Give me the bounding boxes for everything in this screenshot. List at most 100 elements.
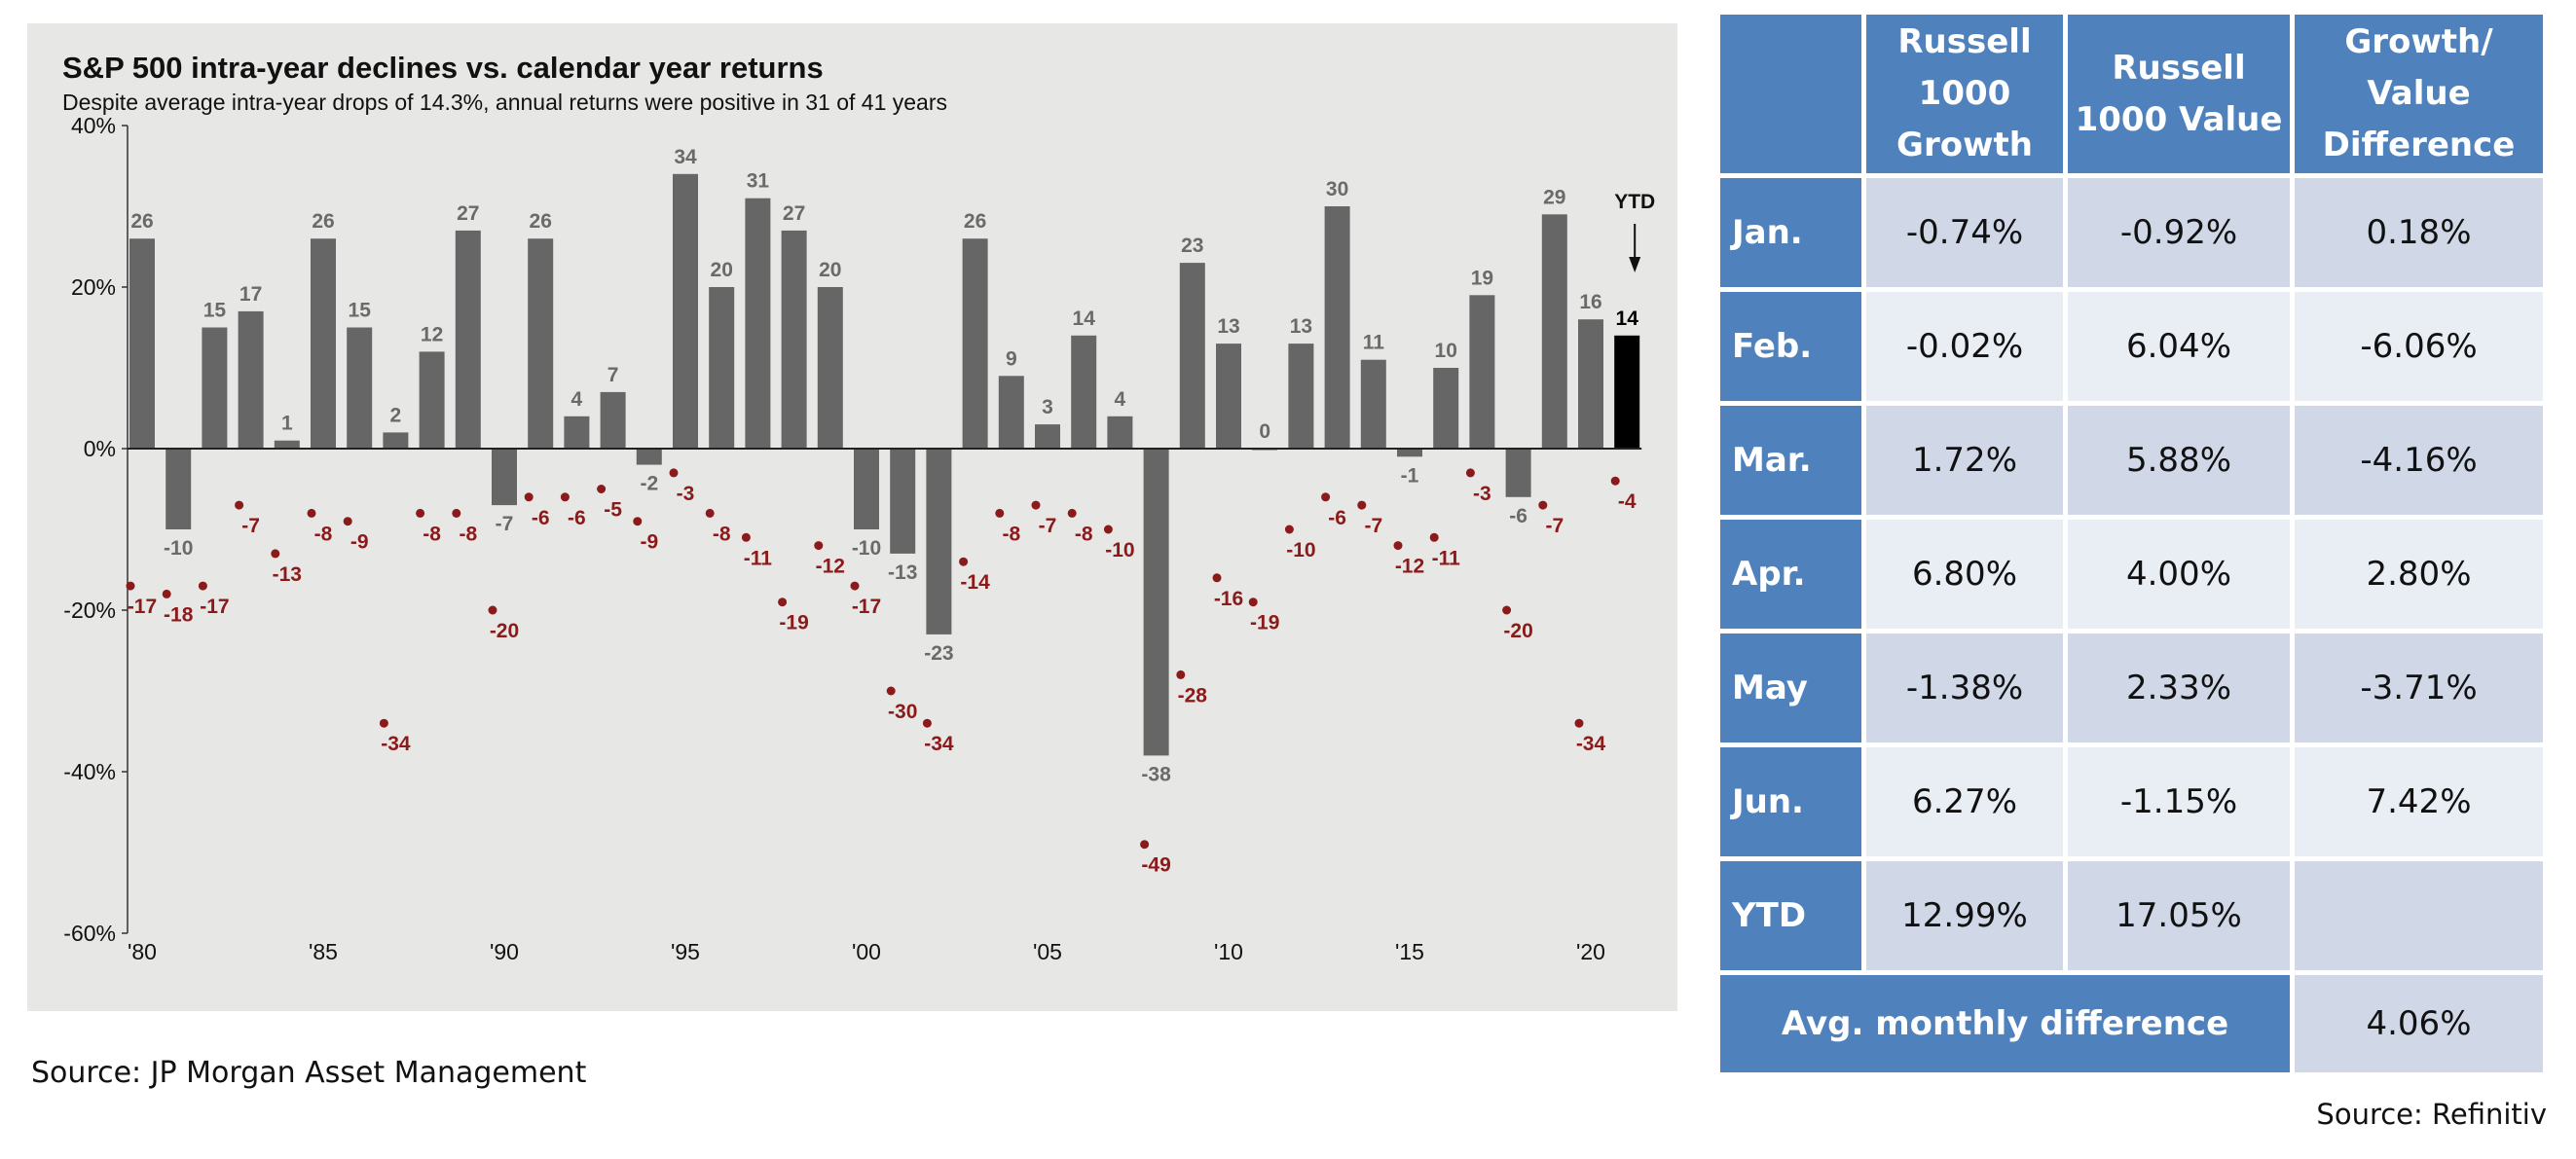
header-growth: Russell 1000 Growth — [1866, 15, 2063, 173]
decline-label: -17 — [128, 596, 157, 618]
decline-label: -8 — [459, 523, 477, 545]
bar — [1433, 368, 1459, 449]
decline-label: -20 — [1503, 620, 1532, 642]
bar-value-label: 4 — [571, 388, 583, 411]
decline-label: -7 — [1039, 515, 1057, 537]
bar — [1288, 344, 1314, 449]
decline-label: -14 — [960, 571, 990, 594]
y-tick-label: 0% — [84, 436, 116, 461]
decline-label: -16 — [1214, 588, 1243, 610]
bar — [564, 416, 590, 449]
table-row: Jun. 6.27% -1.15% 7.42% — [1720, 747, 2543, 856]
decline-label: -20 — [490, 620, 519, 642]
decline-label: -34 — [381, 733, 411, 755]
decline-label: -6 — [1328, 507, 1346, 529]
table-row: Feb. -0.02% 6.04% -6.06% — [1720, 292, 2543, 401]
bar-value-label: -6 — [1509, 505, 1527, 527]
bar — [1035, 424, 1060, 449]
bar-value-label: 29 — [1543, 186, 1565, 208]
bar — [202, 327, 228, 449]
table-row: Mar. 1.72% 5.88% -4.16% — [1720, 406, 2543, 515]
decline-point — [1248, 598, 1258, 607]
bar — [274, 440, 300, 449]
cell-growth: 6.80% — [1866, 520, 2063, 629]
decline-point — [1502, 605, 1512, 615]
bar — [166, 449, 192, 529]
bar-value-label: 19 — [1471, 267, 1493, 289]
header-cell-blank — [1720, 15, 1861, 173]
decline-point — [198, 581, 207, 591]
cell-growth: -1.38% — [1866, 634, 2063, 742]
source-note-left: Source: JP Morgan Asset Management — [31, 1056, 587, 1090]
bar — [890, 449, 916, 554]
decline-point — [959, 557, 969, 566]
ytd-arrow-head — [1629, 257, 1641, 272]
bar — [1143, 449, 1169, 756]
cell-value: 4.00% — [2068, 520, 2290, 629]
decline-label: -11 — [1432, 547, 1461, 569]
bar — [926, 449, 952, 634]
bar — [1505, 449, 1531, 497]
bar-value-label: -23 — [924, 642, 953, 665]
bar-value-label: 1 — [281, 413, 293, 435]
table-row: May -1.38% 2.33% -3.71% — [1720, 634, 2543, 742]
decline-label: -19 — [779, 612, 808, 634]
decline-point — [1103, 525, 1113, 534]
cell-value: 6.04% — [2068, 292, 2290, 401]
cell-growth: -0.02% — [1866, 292, 2063, 401]
bar — [962, 238, 988, 449]
decline-point — [1284, 525, 1294, 534]
cell-growth: -0.74% — [1866, 178, 2063, 287]
row-label: May — [1720, 634, 1861, 742]
x-tick-label: '00 — [852, 939, 881, 964]
decline-point — [922, 718, 932, 728]
y-tick-label: -40% — [63, 759, 116, 784]
decline-label: -30 — [888, 701, 917, 723]
decline-label: -17 — [852, 596, 881, 618]
decline-point — [1429, 532, 1439, 542]
bar-value-label: -2 — [640, 473, 658, 495]
decline-label: -12 — [1395, 556, 1424, 578]
decline-point — [1610, 476, 1620, 486]
decline-label: -6 — [568, 507, 586, 529]
decline-label: -7 — [1364, 515, 1382, 537]
cell-diff: 7.42% — [2295, 747, 2543, 856]
bar-value-label: 30 — [1326, 178, 1348, 200]
bar — [854, 449, 879, 529]
bar — [817, 287, 843, 449]
decline-label: -3 — [677, 483, 695, 505]
y-tick-label: -20% — [63, 598, 116, 623]
decline-label: -34 — [1576, 733, 1606, 755]
decline-point — [1321, 492, 1331, 502]
decline-label: -3 — [1473, 483, 1491, 505]
bar — [673, 173, 698, 450]
decline-point — [416, 508, 425, 518]
table-footer-row: Avg. monthly difference 4.06% — [1720, 975, 2543, 1072]
bar-value-label: 26 — [130, 210, 153, 233]
bar-value-label: -10 — [852, 537, 881, 560]
bar-value-label: 23 — [1181, 235, 1203, 257]
bar-value-label: 7 — [607, 364, 619, 386]
decline-point — [271, 549, 280, 559]
bar — [745, 198, 771, 449]
decline-label: -10 — [1105, 539, 1134, 561]
bar-value-label: 27 — [457, 202, 479, 225]
decline-point — [1465, 468, 1475, 478]
bar — [492, 449, 517, 506]
cell-value: -1.15% — [2068, 747, 2290, 856]
bar — [383, 432, 409, 449]
decline-label: -8 — [1002, 523, 1020, 545]
bar — [636, 449, 662, 465]
bar-value-label: 14 — [1073, 308, 1096, 330]
bar — [709, 287, 735, 449]
bar — [1469, 295, 1495, 449]
x-tick-label: '80 — [128, 939, 157, 964]
bar-value-label: -7 — [496, 513, 514, 535]
cell-diff: -4.16% — [2295, 406, 2543, 515]
bar — [419, 351, 445, 449]
chart-title: S&P 500 intra-year declines vs. calendar… — [62, 51, 824, 85]
decline-label: -10 — [1286, 539, 1315, 561]
decline-point — [1176, 670, 1186, 679]
bar-value-label: 16 — [1579, 291, 1601, 313]
bar-value-label: 0 — [1259, 420, 1270, 443]
